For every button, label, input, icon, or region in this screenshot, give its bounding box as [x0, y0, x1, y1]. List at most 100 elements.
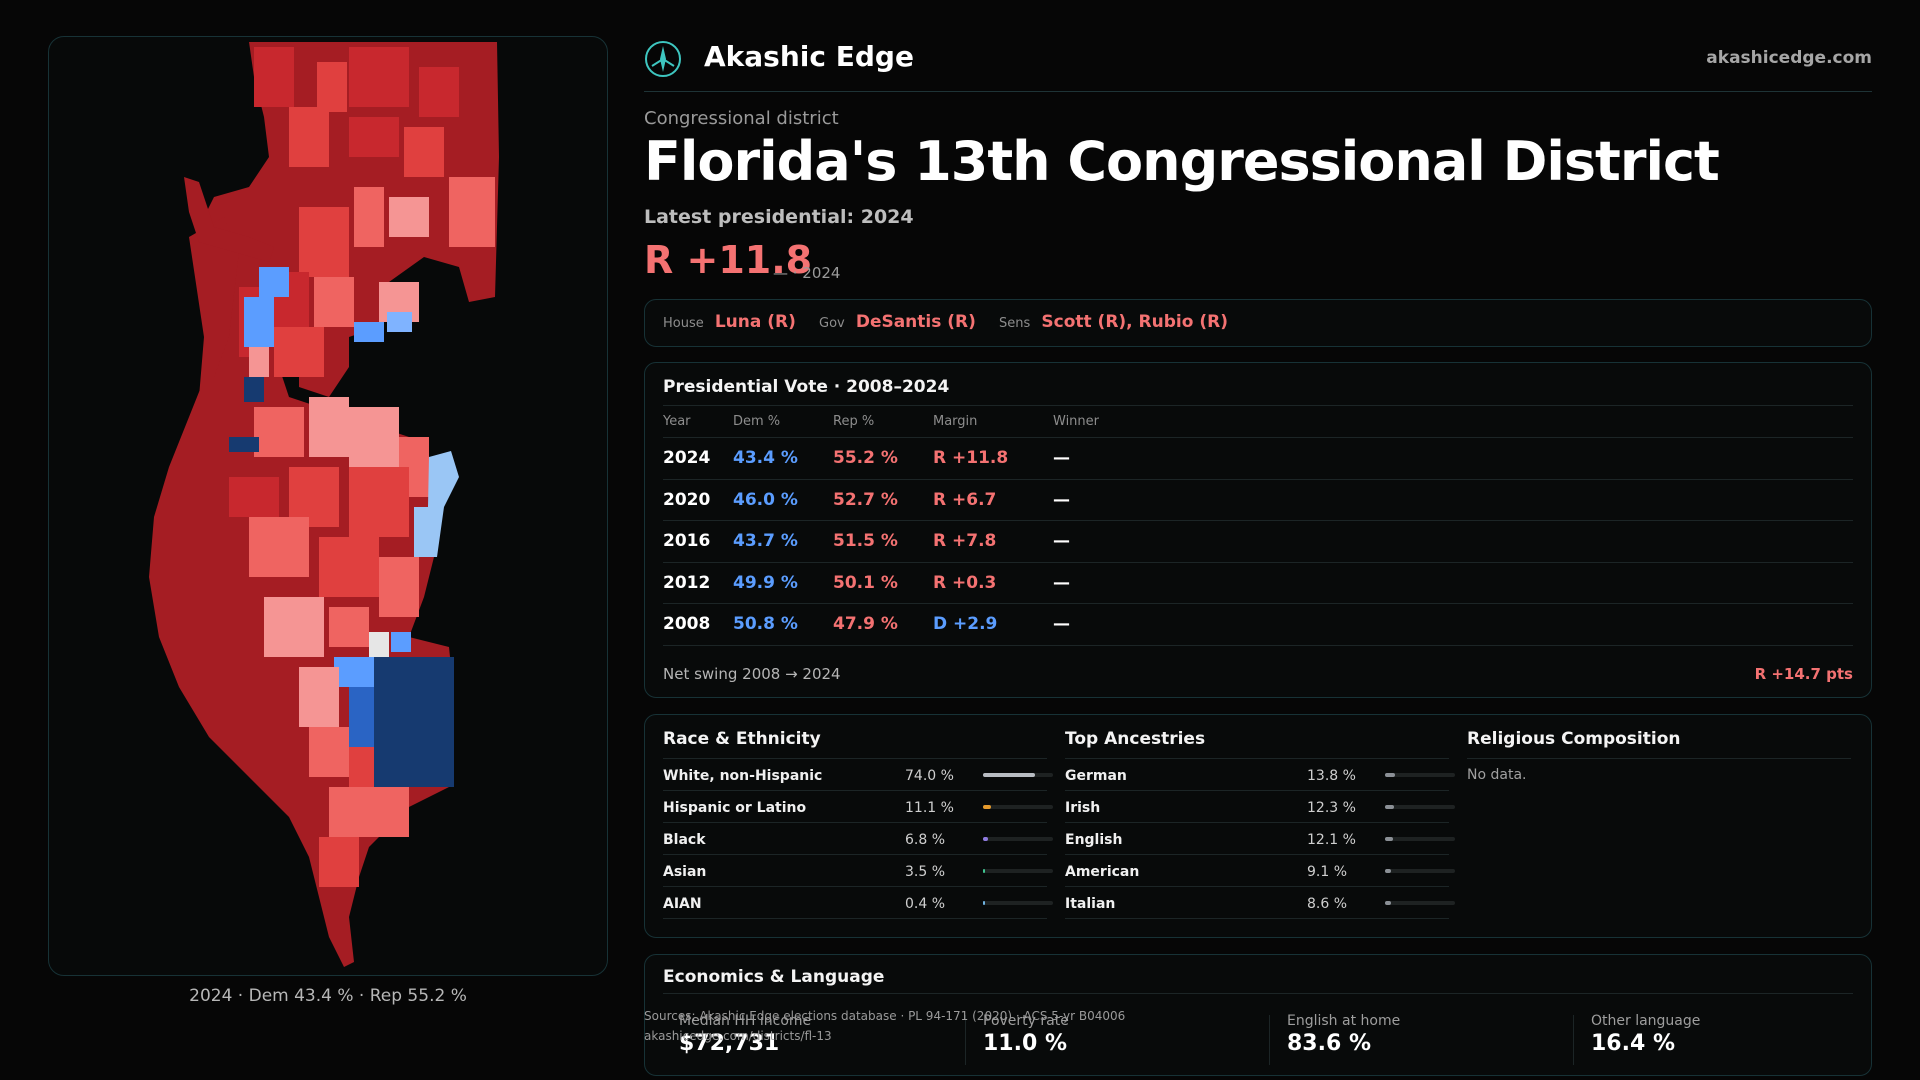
demo-bar [983, 901, 1053, 905]
headline-margin: R +11.8 [644, 238, 813, 282]
demo-bar [1385, 773, 1455, 777]
brand-name[interactable]: Akashic Edge [704, 40, 914, 73]
table-row: 2020 46.0 % 52.7 % R +6.7 — [663, 479, 1853, 521]
house-rep[interactable]: Luna (R) [714, 312, 796, 332]
sources-footnote: Sources: Akashic Edge elections database… [644, 1006, 1125, 1046]
demo-bar [983, 773, 1053, 777]
list-item: English 12.1 % [1065, 823, 1455, 855]
rep-cell: 47.9 % [833, 603, 933, 646]
list-item: German 13.8 % [1065, 759, 1455, 791]
dem-cell: 43.7 % [733, 520, 833, 563]
demo-bar-fill [983, 805, 991, 809]
stat-label: English at home [1287, 1013, 1401, 1029]
stat-value: 11.0 % [983, 1031, 1067, 1056]
demo-bar-fill [1385, 869, 1392, 873]
demo-label: Italian [1065, 896, 1116, 912]
demo-bar [1385, 869, 1455, 873]
dem-cell: 50.8 % [733, 603, 833, 646]
stat-label: Median HH income [679, 1013, 812, 1029]
governor-name[interactable]: DeSantis (R) [855, 312, 976, 332]
margin-cell: R +11.8 [933, 437, 1053, 480]
divider [1573, 1015, 1574, 1065]
table-row: 2008 50.8 % 47.9 % D +2.9 — [663, 603, 1853, 646]
demo-bar-fill [983, 901, 986, 905]
race-ethnicity-title: Race & Ethnicity [663, 729, 1047, 759]
table-row: 2012 49.9 % 50.1 % R +0.3 — [663, 562, 1853, 604]
demo-label: German [1065, 768, 1127, 784]
ancestry-section: Top Ancestries German 13.8 % Irish 12.3 … [1065, 729, 1455, 919]
stat-label: Poverty rate [983, 1013, 1069, 1029]
demo-bar [983, 805, 1053, 809]
race-ethnicity-section: Race & Ethnicity White, non-Hispanic 74.… [663, 729, 1053, 919]
demo-bar [1385, 901, 1455, 905]
map-caption: 2024 · Dem 43.4 % · Rep 55.2 % [189, 986, 467, 1006]
demo-bar-fill [1385, 773, 1395, 777]
divider [663, 993, 1853, 994]
demo-percent: 12.1 % [1307, 832, 1356, 848]
demo-label: Irish [1065, 800, 1101, 816]
winner-cell: — [1053, 520, 1853, 563]
column-header: Rep % [833, 405, 933, 438]
western-peninsula [189, 217, 239, 397]
net-swing-value: R +14.7 pts [1754, 665, 1853, 683]
senators-label: Sens [999, 316, 1031, 331]
demo-bar [1385, 837, 1455, 841]
table-row: 2016 43.7 % 51.5 % R +7.8 — [663, 520, 1853, 563]
demo-percent: 6.8 % [905, 832, 946, 848]
rep-cell: 55.2 % [833, 437, 933, 480]
dem-cell: 49.9 % [733, 562, 833, 604]
stat-other-language: Other language 16.4 % [1591, 1013, 1700, 1056]
stat-value: 16.4 % [1591, 1031, 1675, 1056]
demo-percent: 12.3 % [1307, 800, 1356, 816]
column-header: Year [663, 405, 733, 438]
year-cell: 2020 [663, 479, 733, 521]
stat-median-income: Median HH income $72,731 [679, 1013, 811, 1056]
year-cell: 2008 [663, 603, 733, 646]
column-header: Dem % [733, 405, 833, 438]
list-item: Black 6.8 % [663, 823, 1053, 855]
compass-logo-icon[interactable] [644, 40, 682, 82]
demo-label: English [1065, 832, 1123, 848]
district-map-panel[interactable] [48, 36, 608, 976]
demo-bar-fill [983, 869, 986, 873]
demo-label: Hispanic or Latino [663, 800, 807, 816]
site-url-link[interactable]: akashicedge.com [1706, 48, 1872, 68]
religion-title: Religious Composition [1467, 729, 1851, 759]
list-item: Asian 3.5 % [663, 855, 1053, 887]
demo-bar-fill [1385, 901, 1392, 905]
demo-percent: 74.0 % [905, 768, 954, 784]
table-row: 2024 43.4 % 55.2 % R +11.8 — [663, 437, 1853, 480]
stat-label: Other language [1591, 1013, 1701, 1029]
margin-cell: R +7.8 [933, 520, 1053, 563]
senators-names[interactable]: Scott (R), Rubio (R) [1041, 312, 1228, 332]
presidential-vote-title: Presidential Vote · 2008–2024 [663, 377, 950, 397]
net-swing-label: Net swing 2008 → 2024 [663, 665, 841, 683]
rep-cell: 52.7 % [833, 479, 933, 521]
demo-bar-fill [1385, 837, 1394, 841]
demo-label: Black [663, 832, 706, 848]
district-map[interactable] [49, 37, 608, 976]
margin-cell: D +2.9 [933, 603, 1053, 646]
demo-label: AIAN [663, 896, 702, 912]
rep-cell: 50.1 % [833, 562, 933, 604]
winner-cell: — [1053, 603, 1853, 646]
rep-cell: 51.5 % [833, 520, 933, 563]
list-item: White, non-Hispanic 74.0 % [663, 759, 1053, 791]
demo-percent: 3.5 % [905, 864, 946, 880]
demo-percent: 11.1 % [905, 800, 954, 816]
winner-cell: — [1053, 562, 1853, 604]
demo-bar-fill [983, 837, 988, 841]
latest-presidential-label: Latest presidential: 2024 [644, 206, 914, 228]
demo-percent: 8.6 % [1307, 896, 1348, 912]
demographics-card: Race & Ethnicity White, non-Hispanic 74.… [644, 714, 1872, 938]
economics-title: Economics & Language [663, 967, 885, 987]
column-header: Margin [933, 405, 1053, 438]
presidential-vote-table: Year Dem % Rep % Margin Winner 2024 43.4… [663, 405, 1853, 646]
religion-empty-text: No data. [1467, 767, 1527, 783]
religion-section: Religious Composition No data. [1467, 729, 1851, 783]
stat-value: $72,731 [679, 1031, 780, 1056]
sources-url[interactable]: akashicedge.com/districts/fl-13 [644, 1029, 832, 1043]
officials-bar: House Luna (R) Gov DeSantis (R) Sens Sco… [644, 299, 1872, 347]
list-item: American 9.1 % [1065, 855, 1455, 887]
page-eyebrow: Congressional district [644, 108, 839, 129]
